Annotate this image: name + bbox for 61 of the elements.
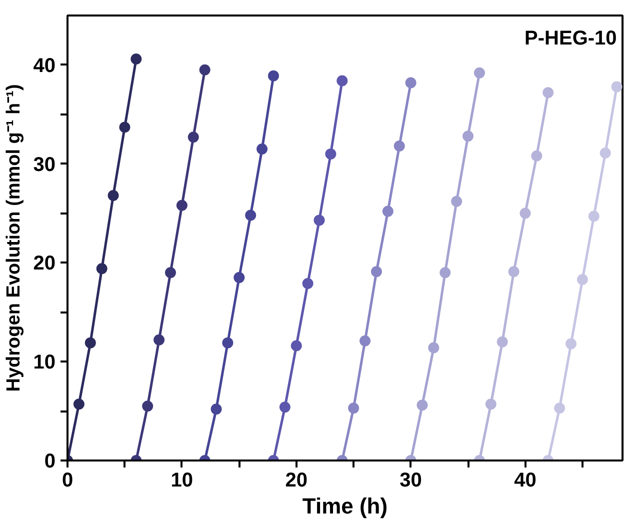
point bbox=[314, 214, 325, 226]
point bbox=[245, 210, 256, 221]
point bbox=[611, 81, 622, 92]
point bbox=[440, 267, 451, 278]
point bbox=[588, 210, 600, 222]
y-tick-label: 10 bbox=[33, 352, 56, 374]
point bbox=[531, 150, 542, 162]
point bbox=[279, 402, 290, 413]
point bbox=[142, 400, 154, 412]
point bbox=[130, 54, 142, 64]
y-tick-label: 30 bbox=[33, 154, 56, 176]
point bbox=[554, 402, 566, 414]
point bbox=[199, 64, 210, 76]
y-tick-label: 40 bbox=[33, 54, 56, 77]
point bbox=[451, 196, 462, 207]
point bbox=[382, 206, 394, 217]
point bbox=[268, 70, 279, 82]
annotation: P-HEG-10 bbox=[524, 27, 617, 50]
point bbox=[84, 337, 96, 348]
x-tick-label: 20 bbox=[285, 470, 308, 492]
y-axis-title: Hydrogen Evolution (mmol g⁻¹ h⁻¹) bbox=[3, 84, 24, 392]
point bbox=[164, 267, 176, 278]
point bbox=[222, 337, 234, 348]
point bbox=[485, 398, 496, 410]
point bbox=[394, 140, 405, 152]
point bbox=[188, 132, 199, 143]
x-axis-title: Time (h) bbox=[302, 494, 388, 518]
point bbox=[520, 208, 531, 219]
point bbox=[600, 147, 611, 158]
point bbox=[462, 130, 474, 142]
point bbox=[428, 342, 440, 354]
x-tick-label: 40 bbox=[514, 470, 536, 492]
point bbox=[108, 190, 119, 201]
y-tick-label: 0 bbox=[44, 450, 56, 472]
point bbox=[176, 200, 188, 211]
point bbox=[566, 338, 577, 350]
x-tick-label: 10 bbox=[170, 470, 194, 492]
point bbox=[119, 122, 130, 133]
point bbox=[416, 400, 428, 411]
point bbox=[325, 148, 336, 160]
point bbox=[474, 67, 485, 78]
point bbox=[234, 272, 245, 284]
y-tick-label: 20 bbox=[33, 252, 56, 275]
point bbox=[370, 266, 382, 278]
point bbox=[96, 263, 108, 274]
point bbox=[336, 75, 348, 86]
x-tick-label: 0 bbox=[62, 470, 74, 492]
point bbox=[210, 404, 222, 415]
point bbox=[576, 274, 588, 286]
point bbox=[302, 278, 314, 289]
point bbox=[73, 398, 84, 410]
point bbox=[256, 144, 268, 154]
point bbox=[405, 77, 416, 88]
point bbox=[290, 340, 302, 352]
point bbox=[508, 266, 520, 278]
point bbox=[542, 87, 554, 98]
point bbox=[496, 336, 508, 348]
point bbox=[154, 334, 165, 346]
x-tick-label: 30 bbox=[400, 470, 422, 492]
point bbox=[360, 335, 371, 346]
point bbox=[348, 402, 360, 414]
